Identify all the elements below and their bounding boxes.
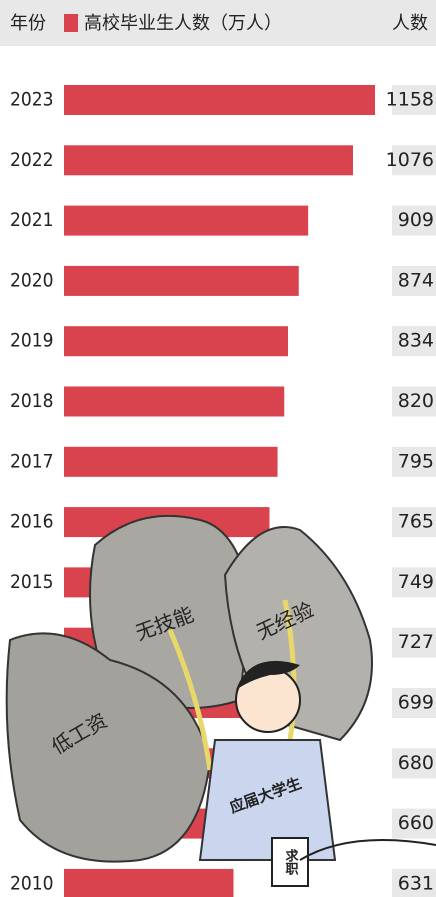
y-tick-label: 2018 <box>10 390 54 412</box>
bar <box>64 869 233 897</box>
y-tick-label: 2023 <box>10 89 54 111</box>
value-label: 874 <box>398 269 434 291</box>
y-tick-label: 2017 <box>10 450 54 472</box>
value-label: 1158 <box>386 89 434 111</box>
bar <box>64 206 308 236</box>
value-label: 727 <box>398 631 434 653</box>
y-tick-label: 2022 <box>10 149 54 171</box>
value-label: 795 <box>398 450 434 472</box>
value-label: 699 <box>398 692 434 714</box>
value-label: 765 <box>398 511 434 533</box>
bar <box>64 447 278 477</box>
y-tick-label: 2021 <box>10 209 54 231</box>
y-tick-label: 2019 <box>10 330 54 352</box>
bar <box>64 387 284 417</box>
y-tick-label: 2010 <box>10 872 54 894</box>
page: 年份 高校毕业生人数（万人） 人数 2023 1158 2022 1076 2021 90… <box>0 0 436 897</box>
bar <box>64 85 375 115</box>
legend-swatch <box>64 14 78 32</box>
chart: 年份 高校毕业生人数（万人） 人数 2023 1158 2022 1076 2021 90… <box>0 0 436 897</box>
category-header: 年份 <box>10 13 46 34</box>
value-label: 834 <box>398 330 434 352</box>
value-label: 1076 <box>386 149 434 171</box>
value-label: 820 <box>398 390 434 412</box>
y-tick-label: 2015 <box>10 571 54 593</box>
sign-label: 求职 <box>283 848 299 876</box>
legend-label: 高校毕业生人数（万人） <box>84 13 282 34</box>
value-header: 人数 <box>392 13 428 34</box>
bar <box>64 326 288 356</box>
bar <box>64 145 353 175</box>
y-tick-label: 2020 <box>10 269 54 291</box>
value-label: 749 <box>398 571 434 593</box>
y-tick-label: 2016 <box>10 511 54 533</box>
value-label: 631 <box>398 872 434 894</box>
value-label: 909 <box>398 209 434 231</box>
value-label: 680 <box>398 752 434 774</box>
value-label: 660 <box>398 812 434 834</box>
bar <box>64 266 299 296</box>
